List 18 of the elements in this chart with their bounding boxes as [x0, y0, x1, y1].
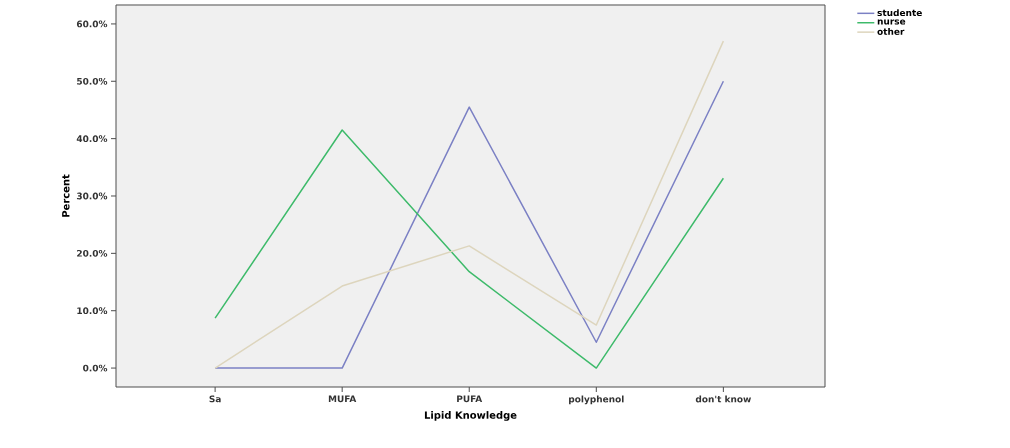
x-tick-label: don't know [695, 395, 751, 403]
legend-label: nurse [877, 19, 906, 25]
y-tick-label: 50.0% [77, 77, 108, 85]
x-tick-label: PUFA [457, 395, 483, 403]
y-axis-title: Percent [62, 174, 70, 217]
y-tick-label: 10.0% [77, 307, 108, 315]
y-tick-label: 40.0% [76, 135, 108, 143]
y-tick-label: 30.0% [76, 192, 108, 200]
legend-label: studente [877, 9, 922, 17]
x-tick-label: polyphenol [569, 395, 624, 405]
y-tick-label: 60.0% [76, 20, 108, 28]
line-series [214, 129, 725, 369]
x-tick-label: Sa [209, 395, 221, 403]
legend-label: other [877, 27, 905, 35]
y-tick-label: 20.0% [77, 249, 108, 257]
y-tick-label: 0.0% [83, 364, 108, 372]
x-tick-label: MUFA [328, 395, 357, 403]
x-axis-title: Lipid Knowledge [424, 411, 517, 421]
